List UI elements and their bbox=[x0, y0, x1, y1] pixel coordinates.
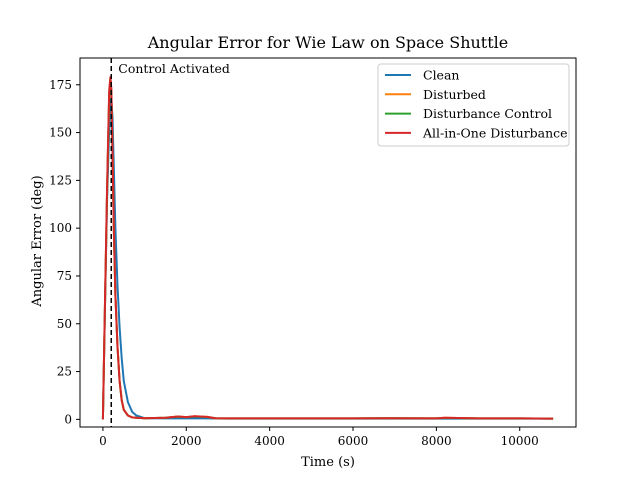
y-tick-label: 125 bbox=[49, 173, 72, 187]
y-tick-label: 150 bbox=[49, 126, 72, 140]
y-tick-label: 100 bbox=[49, 221, 72, 235]
legend-box bbox=[377, 63, 570, 147]
x-tick-label: 8000 bbox=[421, 434, 452, 448]
legend-label: Disturbance Control bbox=[423, 106, 552, 121]
control-activated-label: Control Activated bbox=[118, 61, 230, 76]
x-axis-label: Time (s) bbox=[301, 455, 355, 470]
legend-label: Disturbed bbox=[423, 87, 486, 102]
x-tick-label: 10000 bbox=[501, 434, 539, 448]
x-tick-label: 0 bbox=[99, 434, 107, 448]
y-tick-label: 50 bbox=[57, 317, 72, 331]
axes-frame bbox=[79, 57, 577, 428]
x-tick-label: 6000 bbox=[338, 434, 369, 448]
legend-label: All-in-One Disturbance bbox=[422, 125, 568, 140]
legend-entries: Clean Disturbed Disturbance Control All-in-… bbox=[385, 68, 568, 140]
legend-label: Clean bbox=[423, 68, 459, 83]
y-axis-ticks: 0 25 50 75 100 125 150 175 bbox=[49, 78, 80, 426]
y-tick-label: 25 bbox=[57, 365, 72, 379]
x-tick-label: 2000 bbox=[171, 434, 202, 448]
chart-title: Angular Error for Wie Law on Space Shutt… bbox=[147, 33, 509, 52]
x-tick-label: 4000 bbox=[254, 434, 285, 448]
y-tick-label: 75 bbox=[57, 269, 72, 283]
y-axis-label: Angular Error (deg) bbox=[30, 175, 45, 307]
y-tick-label: 0 bbox=[64, 412, 72, 426]
y-tick-label: 175 bbox=[49, 78, 72, 92]
plot-area: Control Activated 0 2000 4000 6000 8000 10000… bbox=[49, 57, 577, 448]
x-axis-ticks: 0 2000 4000 6000 8000 10000 bbox=[99, 427, 539, 448]
legend: Clean Disturbed Disturbance Control All-in-… bbox=[377, 63, 570, 147]
annotation-layer: Control Activated bbox=[110, 58, 230, 427]
